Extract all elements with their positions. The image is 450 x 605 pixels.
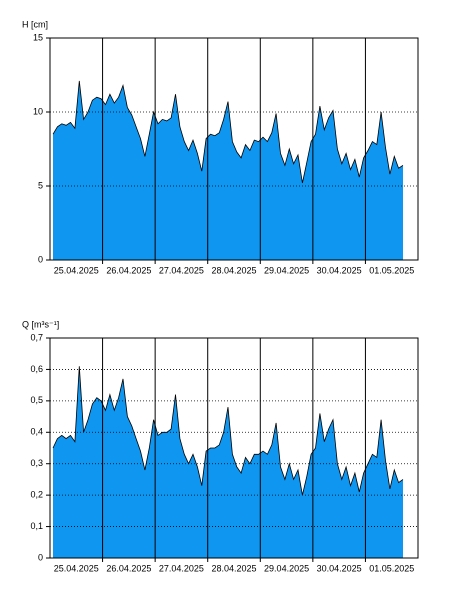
x-tick-label: 27.04.2025: [159, 265, 204, 275]
x-tick-label: 25.04.2025: [54, 265, 99, 275]
area: [53, 80, 403, 261]
x-tick-label: 29.04.2025: [264, 265, 309, 275]
plot-frame: [49, 37, 419, 261]
y-tick-label: 0,3: [30, 458, 43, 468]
x-tick-label: 01.05.2025: [369, 265, 414, 275]
y-tick-label: 0,1: [30, 521, 43, 531]
x-tick-label: 28.04.2025: [211, 563, 256, 573]
x-tick-label: 25.04.2025: [54, 563, 99, 573]
x-tick-label: 26.04.2025: [106, 265, 151, 275]
y-tick-label: 0: [38, 254, 43, 264]
area: [53, 366, 403, 558]
y-tick-label: 10: [33, 106, 43, 116]
y-tick-label: 0: [38, 552, 43, 562]
y-tick-label: 0,2: [30, 490, 43, 500]
y-tick-label: 0,7: [30, 332, 43, 342]
y-axis-label: H [cm]: [22, 19, 48, 29]
area-line: [52, 80, 404, 184]
y-tick-label: 0,4: [30, 427, 43, 437]
x-tick-label: 29.04.2025: [264, 563, 309, 573]
x-tick-label: 30.04.2025: [317, 265, 362, 275]
x-tick-label: 27.04.2025: [159, 563, 204, 573]
y-tick-label: 0,5: [30, 395, 43, 405]
area-line: [52, 366, 404, 496]
x-tick-label: 30.04.2025: [317, 563, 362, 573]
plot-frame: [49, 337, 419, 559]
y-tick-label: 15: [33, 32, 43, 42]
x-tick-label: 28.04.2025: [211, 265, 256, 275]
y-tick-label: 0,6: [30, 364, 43, 374]
y-tick-label: 5: [38, 180, 43, 190]
y-axis-label: Q [m³s⁻¹]: [22, 319, 59, 329]
x-tick-label: 01.05.2025: [369, 563, 414, 573]
x-tick-label: 26.04.2025: [106, 563, 151, 573]
